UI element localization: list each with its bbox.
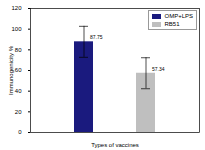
html-text:OMP+LPS: OMP+LPS [164,13,193,19]
svg-text:87.75: 87.75 [90,34,103,40]
svg-text:Immunogenicity %: Immunogenicity % [8,45,14,95]
svg-text:0: 0 [18,129,22,135]
svg-text:40: 40 [15,88,22,94]
svg-text:57.34: 57.34 [152,66,165,72]
svg-text:60: 60 [15,67,22,73]
svg-text:Types of vaccines: Types of vaccines [91,142,139,148]
svg-text:80: 80 [15,47,22,53]
svg-text:100: 100 [11,26,22,32]
html-text:RB51: RB51 [164,21,180,27]
svg-text:20: 20 [15,109,22,115]
svg-text:120: 120 [11,5,22,11]
